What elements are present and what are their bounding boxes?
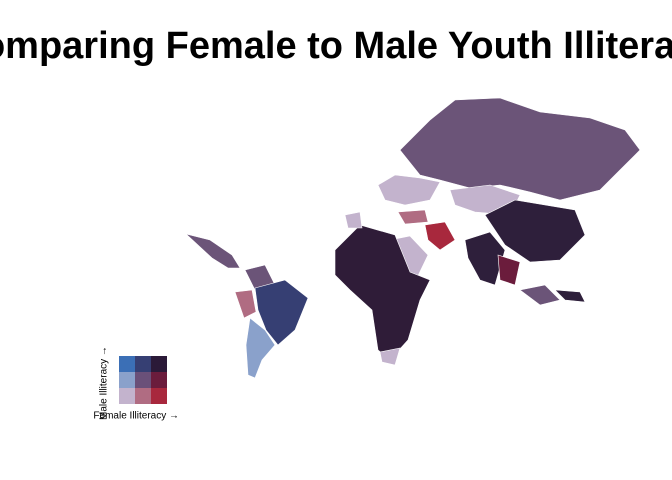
map-title: Comparing Female to Male Youth Illiterac… (0, 25, 672, 67)
legend-cell (119, 356, 135, 372)
legend (119, 356, 167, 404)
legend-cell (119, 372, 135, 388)
countries (185, 97, 641, 379)
legend-cell (135, 388, 151, 404)
legend-cell (151, 356, 167, 372)
legend-cell (151, 388, 167, 404)
legend-x-label: Female Illiteracy → (93, 411, 179, 422)
legend-cell (119, 388, 135, 404)
legend-cell (135, 372, 151, 388)
legend-y-label: Male Illiteracy → (99, 346, 110, 420)
legend-cell (135, 356, 151, 372)
legend-cell (151, 372, 167, 388)
